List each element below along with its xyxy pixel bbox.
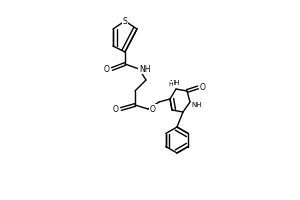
Text: NH: NH xyxy=(192,102,202,108)
Text: O: O xyxy=(150,104,156,114)
Text: NH: NH xyxy=(170,80,180,86)
Text: O: O xyxy=(113,104,119,114)
Text: O: O xyxy=(104,64,110,73)
Text: O: O xyxy=(200,83,205,92)
Text: H: H xyxy=(169,82,173,87)
Text: S: S xyxy=(123,17,128,25)
Text: NH: NH xyxy=(139,64,151,73)
